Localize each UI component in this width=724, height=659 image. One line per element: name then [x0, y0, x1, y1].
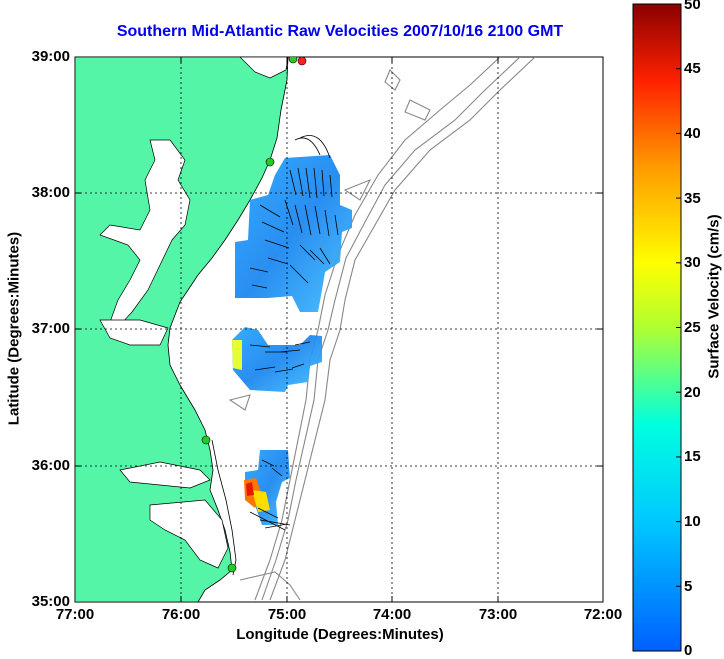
colorbar-ticks	[676, 3, 681, 652]
axis-ticks	[75, 57, 603, 602]
lon-tick-label: 77:00	[55, 606, 95, 623]
x-axis-label: Longitude (Degrees:Minutes)	[236, 626, 444, 643]
colorbar-label: Surface Velocity (cm/s)	[705, 214, 723, 379]
lat-tick-label: 35:00	[31, 593, 70, 610]
lat-tick-label: 38:00	[31, 184, 70, 201]
velocity-patch-north	[235, 155, 352, 312]
lon-tick-label: 76:00	[161, 606, 201, 623]
velocity-patch-south	[245, 450, 290, 525]
lat-tick-label: 36:00	[31, 457, 70, 474]
y-axis-label: Latitude (Degrees:Minutes)	[5, 231, 23, 426]
lon-tick-label: 73:00	[478, 606, 518, 623]
pamlico-sound	[149, 499, 229, 569]
colorbar-tick-label: 15	[684, 448, 701, 465]
chesapeake-bay	[99, 139, 191, 326]
colorbar-tick-label: 50	[684, 0, 701, 13]
colorbar-tick-label: 40	[684, 125, 701, 142]
lat-tick-label: 37:00	[31, 320, 70, 337]
velocity-patch-south-red	[246, 482, 254, 496]
bay-inlet	[99, 319, 169, 346]
lon-tick-label: 74:00	[372, 606, 412, 623]
colorbar-tick-label: 30	[684, 254, 701, 271]
colorbar-tick-label: 20	[684, 384, 701, 401]
velocity-field	[232, 155, 352, 525]
station-marker	[227, 563, 237, 573]
colorbar-tick-label: 45	[684, 60, 701, 77]
colorbar-tick-label: 35	[684, 190, 701, 207]
lon-tick-label: 72:00	[583, 606, 623, 623]
colorbar-tick-label: 25	[684, 319, 701, 336]
colorbar	[632, 3, 682, 652]
velocity-patch-mid	[232, 327, 322, 392]
station-marker	[201, 435, 211, 445]
barrier-islands	[211, 439, 237, 576]
station-marker	[288, 57, 298, 64]
lon-tick-label: 75:00	[267, 606, 307, 623]
velocity-vectors	[249, 135, 339, 531]
map-title: Southern Mid-Atlantic Raw Velocities 200…	[116, 23, 564, 40]
colorbar-tick-label: 0	[684, 642, 693, 659]
lat-tick-label: 39:00	[31, 48, 70, 65]
delaware-bay	[239, 57, 289, 79]
colorbar-tick-label: 10	[684, 513, 701, 530]
bathymetry-contours	[228, 57, 536, 601]
velocity-patch-mid-edge	[232, 340, 242, 370]
albemarle-sound	[119, 461, 211, 489]
grid-lines	[75, 57, 603, 602]
station-marker	[265, 157, 275, 167]
velocity-patch-south-hot2	[252, 490, 270, 512]
station-marker	[297, 57, 307, 66]
colorbar-tick-label: 5	[684, 578, 693, 595]
